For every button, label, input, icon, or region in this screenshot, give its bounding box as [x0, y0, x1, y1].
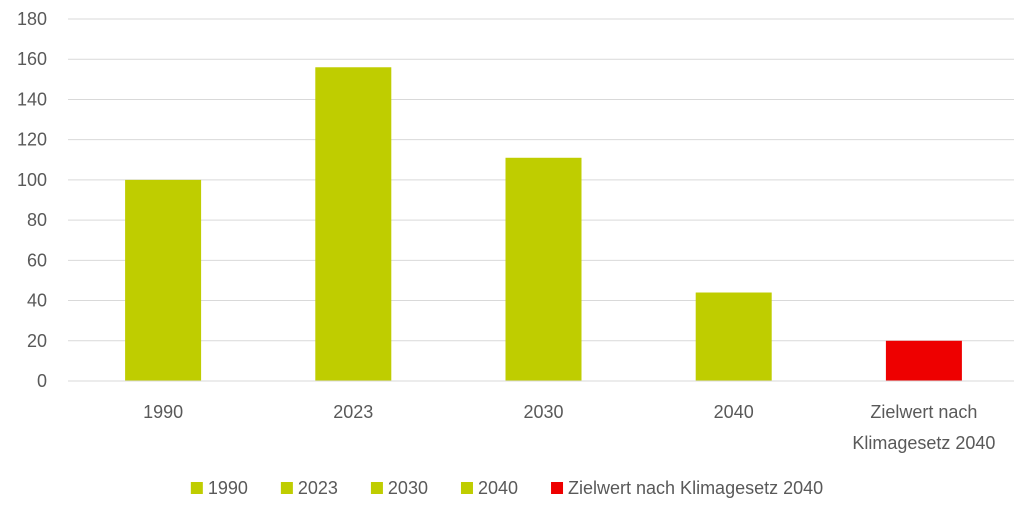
legend-item: Zielwert nach Klimagesetz 2040 — [551, 478, 823, 498]
y-tick-label: 160 — [17, 49, 47, 69]
y-tick-label: 100 — [17, 170, 47, 190]
bar-2030 — [505, 157, 582, 381]
y-tick-label: 80 — [27, 210, 47, 230]
bar-zielwert-nach-klimagesetz-2040 — [885, 340, 962, 381]
y-tick-label: 0 — [37, 371, 47, 391]
legend-label: 2030 — [388, 478, 428, 498]
y-tick-label: 180 — [17, 9, 47, 29]
legend-item: 2030 — [370, 478, 428, 498]
legend-item: 1990 — [190, 478, 248, 498]
y-tick-label: 40 — [27, 291, 47, 311]
x-tick-label: 2023 — [333, 402, 373, 422]
x-tick-label: Klimagesetz 2040 — [852, 433, 995, 453]
legend-swatch — [190, 482, 203, 494]
y-tick-label: 140 — [17, 89, 47, 109]
bar-1990 — [125, 179, 202, 381]
legend: 1990 2023 2030 2040 Zielwert nach Klimageset… — [190, 478, 823, 498]
x-tick-label: 1990 — [143, 402, 183, 422]
legend-label: 2040 — [478, 478, 518, 498]
legend-item: 2040 — [460, 478, 518, 498]
legend-swatch — [370, 482, 383, 494]
legend-swatch — [280, 482, 293, 494]
x-axis-ticks: 1990 2023 2030 2040 Zielwert nach Klimagesetz… — [143, 402, 995, 453]
x-tick-label: 2040 — [714, 402, 754, 422]
legend-swatch — [551, 482, 564, 494]
legend-label: 2023 — [298, 478, 338, 498]
y-axis-ticks: 0 20 40 60 80 100 120 140 160 180 — [17, 9, 47, 391]
bars — [125, 67, 962, 382]
legend-swatch — [460, 482, 473, 494]
y-tick-label: 20 — [27, 331, 47, 351]
x-tick-label: 2030 — [523, 402, 563, 422]
bar-2040 — [695, 292, 772, 381]
bar-2023 — [315, 67, 392, 382]
y-tick-label: 120 — [17, 130, 47, 150]
x-tick-label: Zielwert nach — [870, 402, 977, 422]
legend-label: 1990 — [208, 478, 248, 498]
legend-label: Zielwert nach Klimagesetz 2040 — [568, 478, 823, 498]
legend-item: 2023 — [280, 478, 338, 498]
y-tick-label: 60 — [27, 250, 47, 270]
